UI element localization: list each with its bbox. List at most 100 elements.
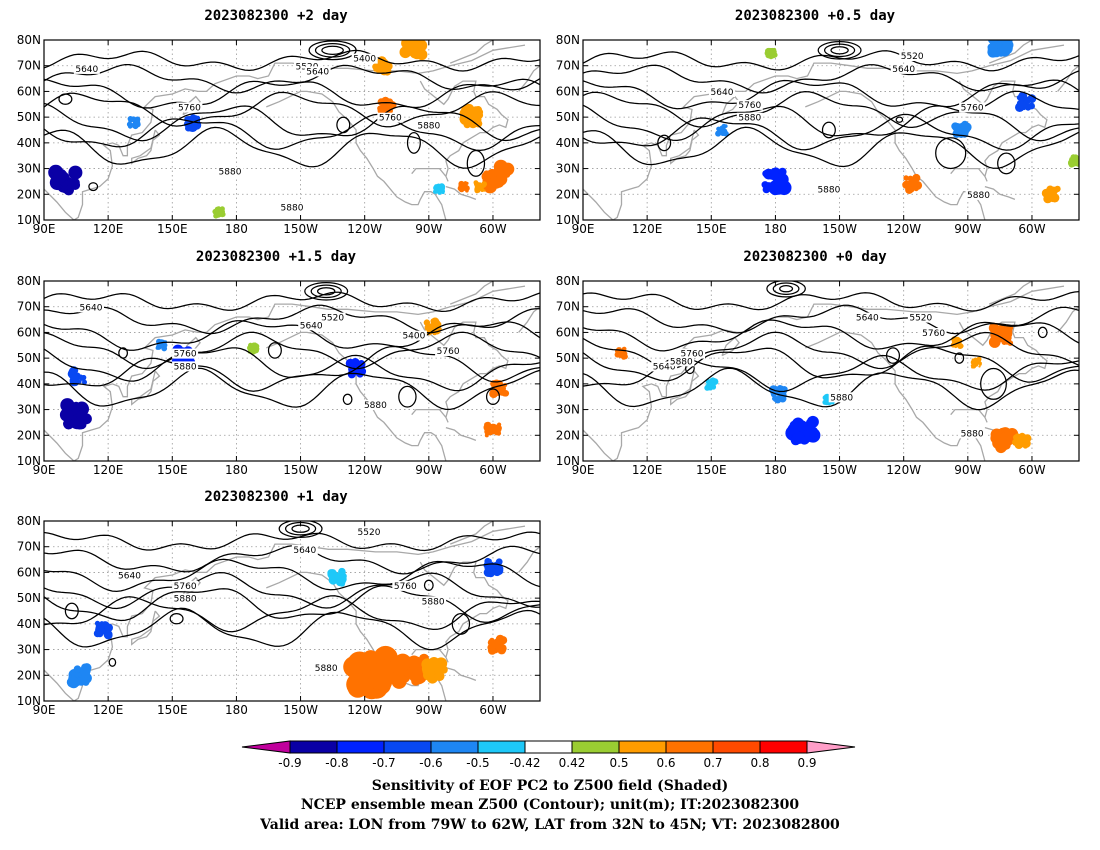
lon-tick-label: 90E xyxy=(33,463,56,477)
lon-tick-label: 150E xyxy=(157,222,188,236)
z500-closed-contour xyxy=(779,284,794,293)
contour-label-bg xyxy=(304,66,331,77)
z500-closed-contour xyxy=(772,282,800,296)
lon-tick-label: 90E xyxy=(33,222,56,236)
map-frame xyxy=(582,39,1080,221)
contour-label-bg xyxy=(815,184,842,195)
sensitivity-shade xyxy=(497,645,507,655)
contour-label-bg xyxy=(116,570,143,581)
lat-tick-label: 30N xyxy=(556,162,580,176)
sensitivity-shade xyxy=(434,190,438,194)
sensitivity-shade xyxy=(434,671,445,682)
contour-label: 5640 xyxy=(75,65,98,75)
contour-label-bg xyxy=(400,330,427,341)
sensitivity-shade xyxy=(430,318,437,325)
sensitivity-shade xyxy=(1074,161,1079,166)
sensitivity-shade xyxy=(1027,97,1031,102)
coastline xyxy=(984,185,1016,201)
map-panel-2: 2023082300 +0.5 day 5520 5640 5640 5760 5760 5… xyxy=(556,8,1080,236)
sensitivity-shade xyxy=(704,385,711,391)
sensitivity-shade xyxy=(82,379,87,385)
colorbar: -0.9 -0.8 -0.7 -0.6 -0.5 -0.42 0.42 0.5 0.6 0.7 0.… xyxy=(241,740,856,770)
sensitivity-shade xyxy=(997,329,1006,338)
z500-closed-contour xyxy=(64,602,79,620)
contour-label: 5880 xyxy=(174,362,197,372)
lon-tick-label: 150E xyxy=(696,222,727,236)
contour-label: 5520 xyxy=(909,314,932,324)
contour-label: 5520 xyxy=(358,528,381,538)
lon-tick-label: 150W xyxy=(283,222,318,236)
contour-label: 5760 xyxy=(379,114,402,124)
z500-contour xyxy=(583,345,1079,383)
sensitivity-shade xyxy=(478,182,481,186)
coastline xyxy=(518,65,540,92)
sensitivity-shade xyxy=(778,167,787,176)
sensitivity-shade xyxy=(1013,435,1022,444)
sensitivity-shade xyxy=(488,427,493,433)
contour-label-bg xyxy=(907,312,934,323)
coastline xyxy=(266,90,447,220)
coastline xyxy=(950,408,988,423)
contour-label-bg xyxy=(959,428,986,439)
sensitivity-shade xyxy=(762,170,770,178)
contour-label: 5880 xyxy=(174,595,197,605)
sensitivity-shade xyxy=(134,119,141,125)
contour-label: 5880 xyxy=(281,204,304,214)
z500-contour xyxy=(44,102,540,142)
sensitivity-shade xyxy=(616,352,619,356)
contour-label-bg xyxy=(362,400,389,410)
z500-closed-contour xyxy=(657,134,672,152)
lon-tick-label: 150W xyxy=(822,222,857,236)
sensitivity-shade xyxy=(374,673,393,691)
z500-contour xyxy=(44,304,540,335)
sensitivity-shade xyxy=(187,124,195,132)
sensitivity-shade xyxy=(796,420,808,432)
contour-label: 5880 xyxy=(817,186,840,196)
sensitivity-shade xyxy=(723,124,728,128)
sensitivity-shade xyxy=(772,396,777,401)
contour-label-bg xyxy=(959,102,986,113)
lat-tick-label: 70N xyxy=(556,59,580,73)
lon-tick-label: 60W xyxy=(479,222,506,236)
lon-tick-label: 120W xyxy=(347,222,382,236)
lon-tick-label: 90W xyxy=(954,222,981,236)
contour-label: 5760 xyxy=(681,350,704,360)
sensitivity-shade xyxy=(128,119,132,123)
map-frame xyxy=(43,280,541,462)
contour-label-bg xyxy=(294,61,320,72)
coastline xyxy=(449,40,494,64)
contour-label-bg xyxy=(965,189,992,200)
sensitivity-shade xyxy=(971,365,974,369)
z500-closed-contour xyxy=(58,93,73,105)
coastline xyxy=(1057,65,1079,92)
z500-contour xyxy=(44,91,540,128)
contour-label: 5760 xyxy=(174,582,197,592)
sensitivity-shade xyxy=(1049,186,1058,195)
sensitivity-shade xyxy=(487,639,495,647)
lat-tick-label: 80N xyxy=(556,33,580,47)
sensitivity-shade xyxy=(404,44,413,52)
z500-contour xyxy=(583,304,1079,335)
contour-label: 5760 xyxy=(738,101,761,111)
contour-label-bg xyxy=(351,53,378,64)
sensitivity-shade xyxy=(912,173,921,183)
lat-tick-label: 10N xyxy=(17,213,41,227)
sensitivity-shade xyxy=(70,180,81,190)
contour-label: 5640 xyxy=(118,572,141,582)
lon-tick-label: 150E xyxy=(157,463,188,477)
lon-tick-label: 90W xyxy=(415,463,442,477)
z500-contour xyxy=(583,290,1079,312)
coastline xyxy=(988,40,1033,64)
colorbar-swatch xyxy=(618,740,667,754)
lat-tick-label: 40N xyxy=(556,136,580,150)
colorbar-label: -0.7 xyxy=(372,756,395,770)
sensitivity-shade xyxy=(74,672,80,678)
contour-label-bg xyxy=(420,596,447,607)
lon-tick-label: 120W xyxy=(347,703,382,717)
coastline xyxy=(411,167,449,182)
z500-contour xyxy=(44,531,540,552)
sensitivity-shade xyxy=(350,358,360,367)
contour-label: 5640 xyxy=(300,321,323,331)
contour-label: 5880 xyxy=(219,168,242,178)
contour-label-bg xyxy=(828,392,855,403)
